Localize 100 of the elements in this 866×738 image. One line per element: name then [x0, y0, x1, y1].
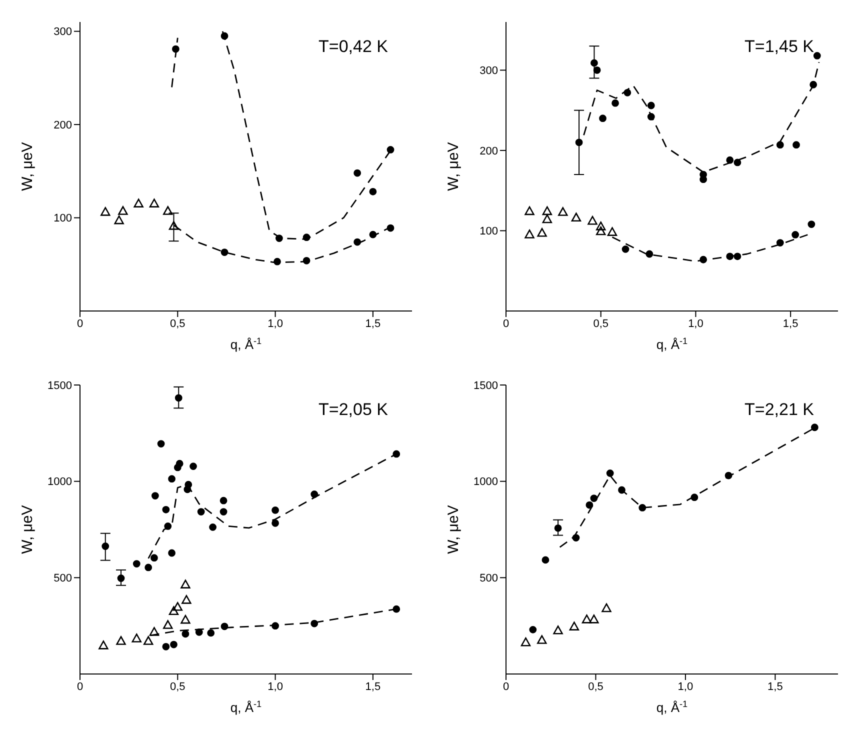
point: [690, 494, 698, 502]
point: [596, 222, 606, 230]
point: [220, 32, 228, 40]
point: [612, 99, 619, 107]
point: [149, 198, 160, 208]
point: [134, 198, 144, 208]
point: [174, 394, 182, 402]
y-tick-label: 100: [54, 212, 72, 225]
y-tick-label: 200: [480, 145, 498, 158]
point: [554, 524, 562, 532]
point: [116, 636, 126, 645]
point: [589, 614, 599, 624]
point: [310, 490, 318, 498]
point: [168, 606, 179, 616]
point: [590, 494, 598, 502]
x-tick-label: 0: [76, 680, 84, 693]
point: [524, 206, 534, 216]
point: [272, 519, 279, 527]
point: [180, 580, 190, 588]
point: [392, 450, 400, 458]
x-tick-label: 0: [502, 318, 510, 330]
point: [184, 480, 192, 488]
point: [182, 630, 190, 638]
point: [220, 622, 228, 630]
point: [274, 258, 281, 266]
point: [190, 462, 197, 470]
point: [302, 256, 310, 264]
point: [209, 523, 216, 531]
x-tick-label: 0,5: [170, 318, 186, 330]
point: [734, 252, 742, 260]
point: [354, 169, 362, 177]
point: [98, 640, 108, 650]
point: [575, 138, 583, 146]
point: [599, 114, 606, 122]
point: [646, 250, 654, 258]
point: [792, 141, 800, 149]
x-tick-label: 1,0: [268, 318, 283, 330]
point: [792, 231, 800, 238]
point: [220, 508, 228, 516]
point: [386, 224, 394, 232]
point: [220, 496, 228, 504]
point: [602, 603, 612, 612]
text: T=0,42 K: [318, 37, 389, 56]
x-tick-label: 1,5: [782, 318, 798, 330]
text: T=2,05 K: [318, 400, 389, 419]
point: [132, 634, 142, 642]
point: [369, 188, 377, 196]
point: [808, 220, 816, 228]
point: [582, 614, 592, 624]
point: [172, 45, 180, 53]
point: [638, 504, 646, 512]
x-tick-label: 1,0: [268, 680, 283, 693]
point: [569, 622, 580, 630]
point: [810, 80, 818, 88]
point: [596, 226, 606, 236]
y-axis-title: W, μeV: [19, 505, 36, 554]
point: [588, 216, 598, 225]
x-tick-label: 0,5: [588, 680, 604, 693]
point: [542, 206, 552, 216]
point: [114, 215, 124, 224]
point: [151, 492, 159, 500]
point: [144, 636, 154, 645]
point: [647, 102, 655, 110]
x-tick-label: 0: [76, 318, 84, 330]
point: [310, 620, 318, 628]
point: [520, 637, 531, 646]
point: [220, 248, 228, 256]
point: [195, 628, 203, 636]
point: [622, 245, 630, 253]
point: [726, 252, 734, 260]
y-tick-label: 1500: [48, 380, 72, 392]
point: [163, 620, 173, 629]
point: [276, 234, 283, 242]
point: [118, 206, 128, 215]
point: [170, 640, 178, 648]
point: [618, 486, 626, 494]
point: [369, 230, 377, 238]
point: [149, 627, 160, 636]
point: [162, 642, 170, 650]
y-axis-title: W, μeV: [445, 142, 462, 191]
y-tick-label: 200: [54, 119, 72, 132]
point: [776, 141, 784, 149]
y-axis-title: W, μeV: [445, 505, 462, 554]
x-axis-title: q, Å$^{-1}$: [230, 336, 262, 352]
point: [168, 475, 176, 483]
x-tick-label: 0,5: [593, 318, 609, 330]
point: [524, 230, 534, 238]
x-tick-label: 1,5: [768, 680, 783, 693]
point: [572, 534, 580, 542]
point: [810, 424, 818, 432]
y-tick-label: 500: [54, 572, 72, 585]
point: [724, 472, 732, 480]
point: [624, 88, 632, 96]
y-tick-label: 1000: [474, 476, 498, 488]
y-axis-title: W, μeV: [19, 142, 36, 191]
point: [207, 629, 215, 637]
point: [197, 508, 205, 516]
point: [117, 574, 125, 582]
point: [813, 52, 821, 60]
y-tick-label: 500: [480, 572, 498, 585]
